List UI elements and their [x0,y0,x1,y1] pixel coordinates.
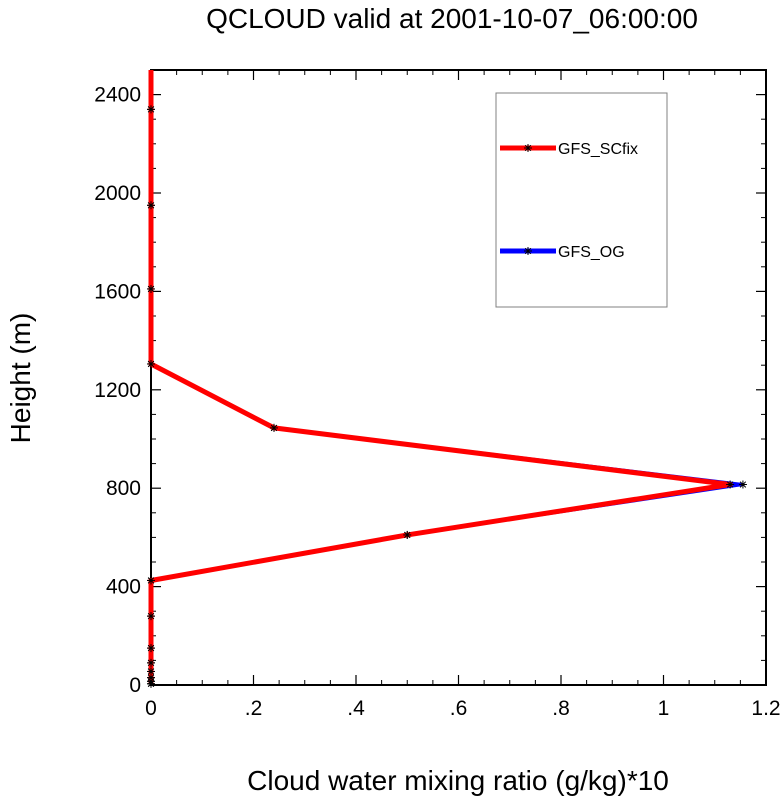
data-point-gfs-scfix [147,201,155,210]
data-point-gfs-scfix [147,284,155,293]
data-point-gfs-scfix [147,644,155,653]
x-tick-label: 1.2 [751,697,780,720]
legend-label-gfs-og: GFS_OG [558,244,625,261]
y-tick-label: 1200 [94,379,141,402]
data-point-gfs-og [738,480,747,489]
x-tick-label: .8 [552,697,570,720]
x-tick-label: 0 [145,697,157,720]
y-tick-label: 1600 [94,280,141,303]
legend-items: GFS_SCfix GFS_OG [500,141,638,261]
y-tick-labels: 0 400 800 1200 1600 2000 2400 [94,84,141,697]
y-tick-label: 0 [129,674,141,697]
chart-title: QCLOUD valid at 2001-10-07_06:00:00 [206,3,698,34]
data-point-gfs-scfix [147,667,155,676]
x-axis-title: Cloud water mixing ratio (g/kg)*10 [247,765,669,796]
data-point-gfs-scfix [147,576,155,585]
data-point-gfs-scfix [726,480,735,489]
x-tick-labels: 0 .2 .4 .6 .8 1 1.2 [145,697,780,720]
plot-area-frame [150,69,767,686]
minor-ticks [151,69,766,685]
x-tick-label: .6 [450,697,468,720]
y-tick-label: 2000 [94,182,141,205]
data-point-gfs-scfix [147,359,155,368]
x-tick-label: 1 [658,697,670,720]
legend-marker-gfs-scfix [524,144,532,152]
major-ticks [150,70,767,686]
series-layer [147,70,747,688]
legend-label-gfs-scfix: GFS_SCfix [558,141,638,158]
y-tick-label: 400 [106,576,141,599]
x-tick-label: .2 [245,697,263,720]
legend-marker-gfs-og [524,247,532,255]
data-point-gfs-scfix [403,530,412,539]
data-point-gfs-scfix [147,658,155,667]
y-axis-title: Height (m) [5,313,36,444]
data-point-gfs-scfix [147,105,155,114]
data-point-gfs-scfix [147,612,155,621]
legend: GFS_SCfix GFS_OG [495,92,668,308]
y-tick-label: 800 [106,477,141,500]
x-tick-label: .4 [347,697,365,720]
data-point-gfs-scfix [270,423,278,432]
legend-box [495,92,668,308]
y-tick-label: 2400 [94,84,141,107]
